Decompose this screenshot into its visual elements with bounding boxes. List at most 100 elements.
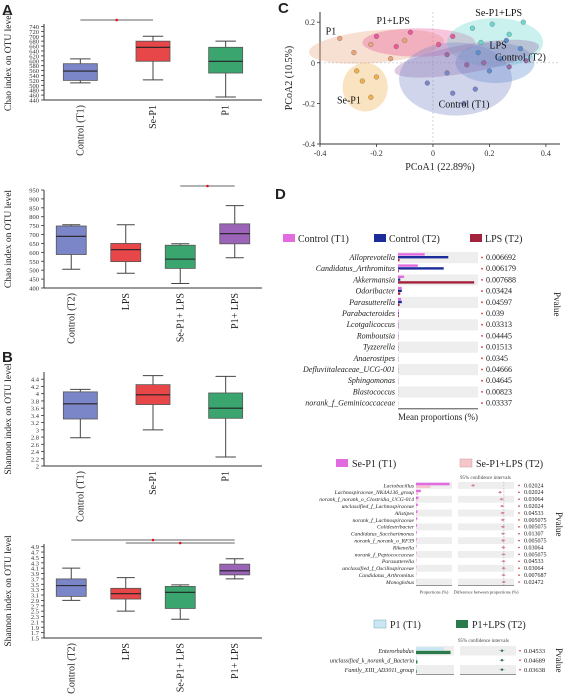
row-band — [398, 296, 478, 308]
abundance-bar — [398, 281, 475, 284]
y-tick-label: 2.4 — [31, 449, 40, 456]
pvalue-mark — [518, 532, 520, 535]
row-band — [416, 551, 452, 558]
y-tick-label: 4.4 — [31, 377, 40, 384]
difference-point — [501, 511, 504, 515]
pvalue-label: 0.04533 — [524, 511, 544, 517]
x-tick-label: -0.4 — [314, 149, 327, 158]
difference-point — [500, 659, 504, 662]
sample-point — [481, 60, 487, 66]
y-tick-label: 3.4 — [31, 413, 40, 420]
legend-label: P1+LPS (T2) — [472, 620, 526, 631]
pvalue-label: 0.03424 — [486, 287, 512, 296]
pvalue-label: 0.04689 — [524, 657, 545, 664]
y-tick-label: 4.9 — [31, 544, 39, 551]
difference-point — [500, 498, 503, 501]
legend-label: P1 (T1) — [390, 620, 421, 631]
row-band — [416, 578, 452, 586]
taxon-label: norank_f_norank_o_RF39 — [354, 538, 414, 545]
x-tick-label: Se-P1 — [148, 105, 159, 129]
y-tick-label: -0.4 — [302, 140, 315, 149]
pvalue-label: 0.02472 — [524, 580, 544, 586]
pvalue-mark — [518, 553, 520, 556]
pvalue-mark — [518, 560, 520, 563]
y-tick-label: 850 — [29, 205, 39, 212]
pvalue-mark — [519, 649, 521, 652]
shannon-box-plot-t1: 22.22.42.62.833.23.43.63.844.24.4 Shannon… — [4, 363, 262, 522]
group-ellipse — [394, 39, 540, 78]
sample-point — [461, 100, 467, 106]
x-tick-label: LPS — [121, 293, 132, 310]
y-tick-label: 4.5 — [31, 555, 39, 562]
sample-point — [351, 50, 357, 56]
y-tick-label: 680 — [29, 39, 39, 46]
difference-point — [502, 567, 505, 570]
pvalue-label: 0.039 — [486, 309, 504, 318]
x-axis-label: Mean proportions (%) — [398, 412, 478, 422]
significance-mark — [206, 184, 209, 188]
legend-swatch — [459, 458, 473, 468]
group-ellipse — [308, 29, 444, 64]
chao-box-plot-t1: 4404604805005205405605806006206406606807… — [4, 13, 262, 156]
pvalue-label: 0.0345 — [486, 354, 508, 363]
box-2 — [208, 392, 244, 419]
proportion-bar — [416, 517, 418, 520]
pvalue-label: 0.02024 — [524, 483, 544, 489]
pvalue-mark — [518, 539, 520, 542]
y-tick-label: -0.2 — [302, 99, 315, 108]
y-tick-label: 440 — [29, 98, 39, 105]
proportion-bar — [416, 647, 444, 651]
legend-swatch — [456, 620, 468, 628]
sample-point — [506, 64, 512, 70]
legend-label: LPS (T2) — [485, 234, 523, 245]
abundance-bar — [398, 298, 402, 301]
panel-letter-a: A — [2, 2, 13, 19]
pvalue-mark — [481, 346, 483, 348]
box-3 — [219, 563, 251, 576]
y-tick-label: 0 — [311, 59, 315, 68]
y-tick-label: 520 — [29, 78, 39, 85]
taxon-label: norank_f_norank_o_Clostridia_UCG-014 — [319, 496, 414, 503]
row-band — [416, 564, 452, 572]
proportion-bar — [416, 503, 418, 506]
pvalue-label: 0.005075 — [524, 525, 547, 531]
group-label: Se-P1+LPS — [475, 8, 522, 19]
x-axis-label: PCoA1 (22.89%) — [405, 162, 474, 173]
pvalue-mark — [519, 668, 521, 671]
y-axis-label: Shannon index on OTU level — [4, 535, 14, 647]
proportion-bar — [416, 482, 450, 486]
y-tick-label: 2.9 — [31, 598, 39, 605]
sample-point — [503, 37, 509, 43]
y-tick-label: 480 — [29, 88, 39, 95]
y-tick-label: 3.5 — [31, 582, 39, 589]
y-tick-label: 550 — [29, 259, 39, 266]
pvalue-mark — [518, 546, 520, 549]
sample-point — [498, 56, 504, 62]
pvalue-mark — [481, 357, 483, 360]
abundance-bar-chart-control-lps: Control (T1) Control (T2) LPS (T2) Alloprev… — [283, 234, 562, 422]
box-0 — [62, 391, 98, 420]
row-band — [458, 523, 514, 531]
sample-point — [450, 33, 456, 39]
y-tick-label: 600 — [29, 250, 39, 257]
sample-point — [464, 62, 470, 68]
taxon-label: Akkermansia — [352, 275, 395, 284]
taxon-label: Romboutsia — [356, 331, 395, 340]
pvalue-mark — [481, 267, 483, 270]
pvalue-label: 0.007687 — [524, 573, 547, 579]
abundance-bar — [398, 309, 399, 312]
difference-point — [501, 525, 505, 528]
legend-swatch — [374, 234, 386, 242]
right-axis-label: Pvalue — [552, 292, 562, 317]
legend-label: Control (T1) — [298, 234, 349, 245]
x-tick-label: Se-P1+ LPS — [175, 643, 186, 692]
pvalue-label: 0.03064 — [524, 545, 544, 551]
taxon-label: Family_XIII_AD3011_group — [344, 668, 414, 674]
significance-mark — [151, 538, 155, 542]
taxon-label: Lactobacillus — [383, 483, 414, 489]
y-tick-label: 2.8 — [31, 435, 39, 442]
sample-point — [388, 56, 394, 62]
row-band — [416, 509, 452, 517]
pvalue-mark — [519, 659, 521, 661]
y-tick-label: 950 — [29, 188, 39, 195]
